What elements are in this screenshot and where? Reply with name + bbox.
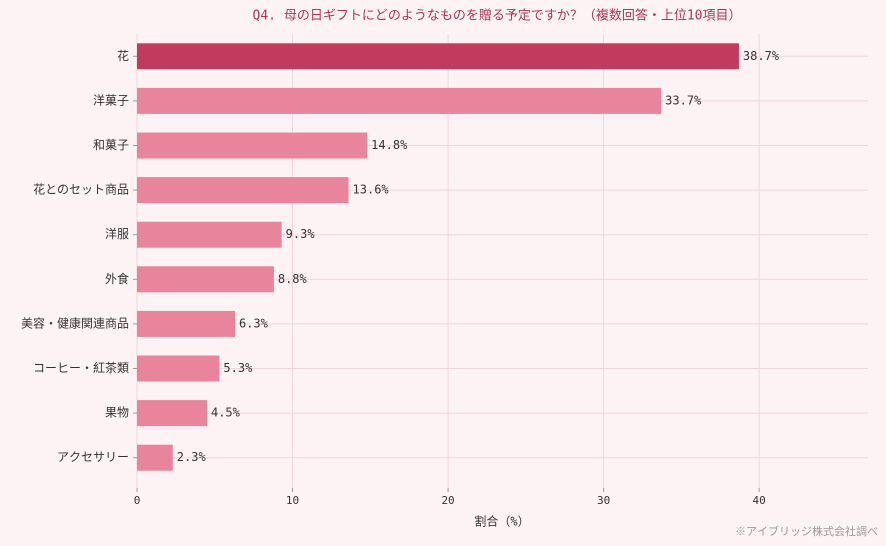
value-label: 4.5% [211,406,241,420]
x-tick-label: 30 [597,494,610,507]
value-label: 38.7% [743,49,780,63]
source-note: ※アイブリッジ株式会社調べ [735,524,878,538]
x-axis-label: 割合（%） [474,514,529,529]
x-tick-label: 40 [753,494,766,507]
x-tick-label: 0 [134,494,141,507]
bar [137,400,207,427]
value-label: 6.3% [239,316,269,330]
value-label: 33.7% [665,93,702,107]
chart-title: Q4. 母の日ギフトにどのようなものを贈る予定ですか？（複数回答・上位10項目） [253,8,742,24]
bar [137,177,349,204]
value-label: 8.8% [278,272,308,286]
bar [137,310,235,337]
bar [137,43,739,70]
value-label: 9.3% [286,227,316,241]
y-tick-label: 花 [117,48,129,63]
bar [137,87,662,114]
bar [137,132,368,159]
value-label: 5.3% [223,361,253,375]
bar [137,444,173,471]
bar [137,221,282,248]
y-tick-label: 美容・健康関連商品 [21,315,129,330]
x-tick-label: 20 [441,494,454,507]
bar [137,355,220,382]
y-tick-label: 和菓子 [93,138,129,152]
y-tick-label: 洋服 [105,226,129,241]
y-tick-label: アクセサリー [57,450,129,464]
value-label: 2.3% [177,450,207,464]
x-tick-label: 10 [286,494,299,507]
value-label: 14.8% [371,138,408,152]
y-tick-label: コーヒー・紅茶類 [33,360,129,375]
y-tick-label: 果物 [105,406,129,420]
y-tick-label: 外食 [105,271,129,286]
y-tick-label: 花とのセット商品 [33,182,129,197]
y-tick-label: 洋菓子 [93,92,129,107]
value-label: 13.6% [353,183,390,197]
bar [137,266,274,293]
